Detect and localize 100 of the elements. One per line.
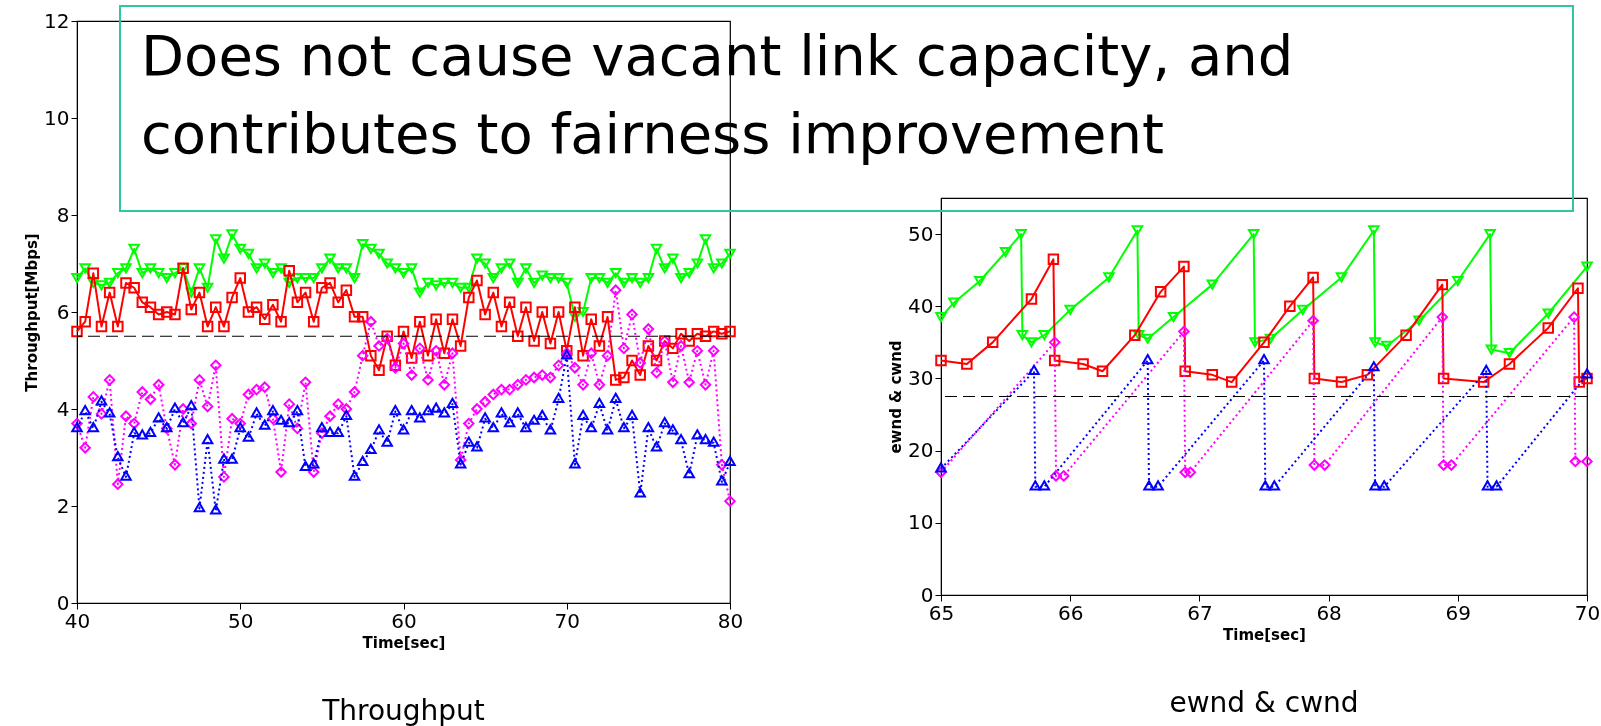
point (1361, 369, 1374, 381)
point (1029, 480, 1042, 491)
text: Throughput (321, 694, 485, 726)
point (1015, 228, 1027, 240)
point (1480, 364, 1492, 375)
y-tick-label: 6 (56, 299, 70, 324)
point (1077, 358, 1089, 370)
point (1179, 365, 1191, 377)
point (1368, 361, 1380, 372)
point (1247, 228, 1260, 240)
x-tick-label: 50 (228, 608, 254, 633)
point (986, 336, 999, 349)
point (1025, 293, 1038, 305)
point (1167, 311, 1180, 323)
point (1581, 455, 1593, 468)
point (935, 466, 947, 479)
point (1378, 480, 1390, 491)
point (1437, 372, 1450, 385)
point (1047, 253, 1060, 266)
point (1025, 337, 1038, 348)
point (1573, 376, 1585, 388)
y-tick-label: 10 (44, 105, 70, 130)
y-tick-label: 20 (908, 438, 934, 463)
point (1225, 376, 1238, 388)
point (1297, 304, 1309, 315)
point (1178, 260, 1190, 273)
point (1477, 376, 1490, 388)
point (1568, 311, 1580, 323)
point (1542, 308, 1554, 319)
x-tick-label: 60 (391, 608, 417, 633)
point (1152, 480, 1164, 491)
x-tick-label: 66 (1057, 600, 1084, 625)
point (1381, 340, 1393, 352)
point (1542, 322, 1554, 334)
point (1096, 365, 1109, 377)
y-axis-title: Throughput[Mbps] (23, 233, 42, 392)
point (1050, 470, 1062, 482)
point (935, 311, 947, 323)
point (1028, 364, 1040, 375)
point (1503, 358, 1516, 370)
y-tick-label: 40 (908, 293, 934, 318)
point (1154, 286, 1167, 298)
point (1249, 337, 1261, 348)
point (961, 358, 973, 370)
point (1452, 275, 1464, 287)
point (974, 275, 986, 287)
point (1581, 368, 1593, 379)
point (1436, 278, 1449, 291)
point (1038, 330, 1051, 341)
point (1569, 455, 1582, 468)
point (1268, 480, 1281, 491)
point (1103, 272, 1115, 283)
point (1048, 336, 1061, 349)
x-axis-title: Time[sec] (362, 633, 446, 652)
y-tick-label: 50 (908, 221, 934, 246)
point (1581, 372, 1593, 385)
point (1335, 376, 1348, 388)
y-tick-label: 0 (56, 590, 70, 615)
point (1141, 353, 1154, 365)
point (1369, 480, 1381, 491)
point (1572, 282, 1584, 294)
point (1206, 279, 1219, 290)
y-tick-label: 0 (920, 582, 934, 607)
point (1143, 480, 1155, 491)
point (935, 354, 947, 367)
text: ewnd & cwnd (1169, 686, 1359, 719)
x-tick-label: 70 (554, 608, 580, 633)
point (1264, 333, 1277, 344)
x-axis-title: Time[sec] (1223, 625, 1306, 644)
point (999, 247, 1012, 258)
x-tick-label: 80 (717, 608, 744, 633)
x-tick-label: 70 (1574, 600, 1601, 625)
point (1058, 470, 1070, 482)
point (1400, 329, 1412, 341)
point (1436, 311, 1449, 323)
x-tick-label: 69 (1445, 600, 1472, 625)
point (1335, 272, 1348, 283)
point (1481, 480, 1494, 491)
point (1016, 330, 1029, 341)
point (1490, 480, 1503, 491)
point (1369, 337, 1381, 348)
point (1308, 459, 1321, 471)
point (1437, 459, 1450, 471)
point (1038, 480, 1051, 491)
point (1284, 300, 1296, 313)
point (1258, 336, 1270, 349)
point (1503, 348, 1516, 359)
point (1132, 330, 1145, 341)
x-tick-label: 68 (1316, 600, 1342, 625)
point (1048, 354, 1061, 367)
point (1258, 353, 1270, 365)
y-axis-title: ewnd & cwnd (887, 340, 906, 454)
point (1131, 225, 1144, 236)
point (1259, 480, 1272, 491)
point (1485, 344, 1498, 355)
y-tick-label: 30 (908, 365, 934, 390)
point (1141, 333, 1154, 344)
y-tick-label: 10 (908, 510, 934, 535)
point (1581, 261, 1593, 272)
point (1064, 304, 1076, 315)
